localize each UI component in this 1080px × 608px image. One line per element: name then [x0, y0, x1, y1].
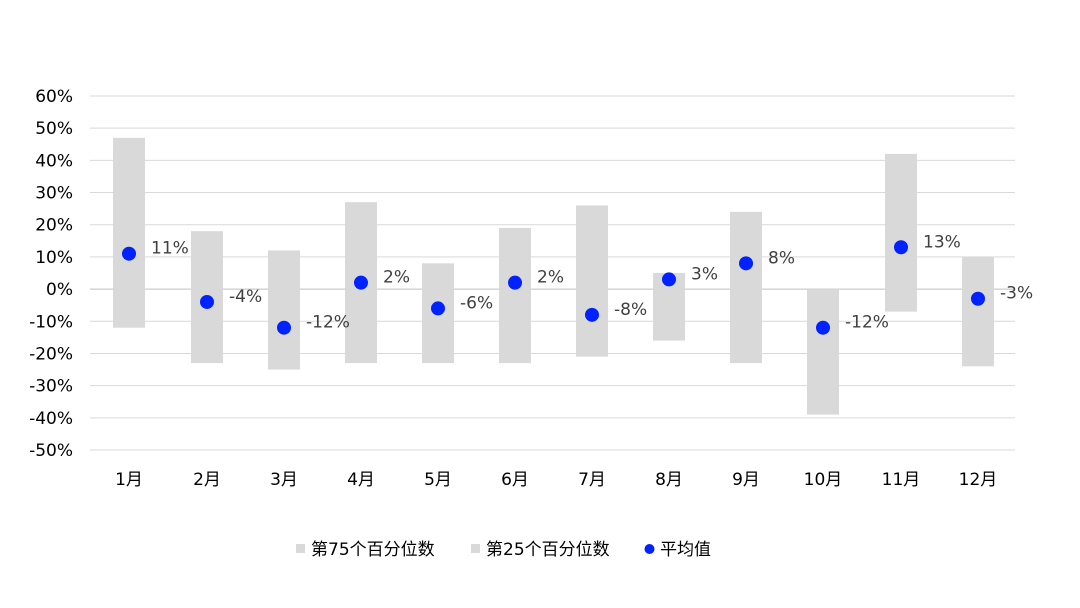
data-label: -6%	[460, 293, 493, 313]
y-tick-label: 50%	[35, 119, 73, 139]
legend-swatch	[296, 544, 305, 553]
mean-dot	[277, 320, 291, 335]
range-bar	[962, 256, 994, 367]
data-label: -12%	[845, 313, 889, 333]
legend: 第75个百分位数 第25个百分位数 平均值	[296, 540, 711, 560]
x-tick-label: 3月	[270, 470, 298, 490]
x-tick-label: 5月	[424, 470, 452, 490]
y-tick-label: 40%	[35, 151, 73, 171]
data-label: 2%	[383, 268, 410, 288]
range-bar	[807, 289, 839, 415]
range-bar	[499, 227, 531, 364]
data-label: -3%	[1000, 284, 1033, 304]
legend-item: 第75个百分位数	[296, 540, 435, 560]
legend-swatch	[644, 544, 655, 554]
legend-label: 平均值	[660, 540, 711, 560]
y-tick-label: 20%	[35, 216, 73, 236]
mean-dot	[354, 275, 368, 290]
mean-dot	[739, 256, 753, 271]
data-label: 11%	[151, 239, 189, 259]
y-tick-label: 10%	[35, 248, 73, 268]
legend-label: 第75个百分位数	[311, 540, 435, 560]
legend-swatch	[471, 544, 480, 553]
mean-dot	[894, 240, 908, 255]
y-tick-label: 0%	[46, 280, 73, 300]
data-label: 3%	[691, 264, 718, 284]
x-tick-label: 7月	[578, 470, 606, 490]
data-label: -8%	[614, 300, 647, 320]
y-tick-label: -50%	[29, 441, 73, 461]
legend-item: 平均值	[644, 540, 711, 560]
data-label: -4%	[229, 287, 262, 307]
data-label: 13%	[923, 232, 961, 252]
legend-label: 第25个百分位数	[486, 540, 610, 560]
legend-item: 第25个百分位数	[471, 540, 610, 560]
x-tick-label: 8月	[655, 470, 683, 490]
range-bar	[885, 153, 917, 312]
data-label: -12%	[306, 313, 350, 333]
mean-dot	[431, 301, 445, 316]
y-tick-label: -30%	[29, 377, 73, 397]
x-tick-label: 1月	[115, 470, 143, 490]
y-tick-label: 60%	[35, 87, 73, 107]
mean-dots	[122, 240, 985, 335]
x-axis-tick-labels: 1月 2月 3月 4月 5月 6月 7月 8月 9月 10月 11月 12月	[115, 470, 997, 490]
mean-dot	[122, 246, 136, 261]
mean-dot	[662, 272, 676, 287]
range-bar	[268, 250, 300, 370]
mean-dot	[200, 294, 214, 309]
data-label: 2%	[537, 268, 564, 288]
range-bar	[730, 211, 762, 364]
mean-dot	[816, 320, 830, 335]
y-tick-label: -10%	[29, 312, 73, 332]
y-tick-label: -40%	[29, 409, 73, 429]
x-tick-label: 12月	[959, 470, 998, 490]
mean-dot	[585, 307, 599, 322]
x-tick-label: 10月	[804, 470, 843, 490]
mean-dot	[971, 291, 985, 306]
y-axis-tick-labels: 60% 50% 40% 30% 20% 10% 0% -10% -20% -30% -40% -50%	[29, 87, 73, 461]
mean-dot	[508, 275, 522, 290]
y-tick-label: -20%	[29, 344, 73, 364]
data-labels: 11% -4% -12% 2% -6% 2% -8% 3% 8% -12% 13% -3%	[151, 232, 1033, 332]
y-tick-label: 30%	[35, 184, 73, 204]
x-tick-label: 4月	[347, 470, 375, 490]
range-bar	[113, 137, 145, 328]
range-bars	[113, 137, 994, 415]
x-tick-label: 11月	[882, 470, 921, 490]
range-bar	[576, 205, 608, 357]
x-tick-label: 9月	[732, 470, 760, 490]
x-tick-label: 6月	[501, 470, 529, 490]
gridlines	[90, 95, 1015, 451]
data-label: 8%	[768, 248, 795, 268]
x-tick-label: 2月	[193, 470, 221, 490]
